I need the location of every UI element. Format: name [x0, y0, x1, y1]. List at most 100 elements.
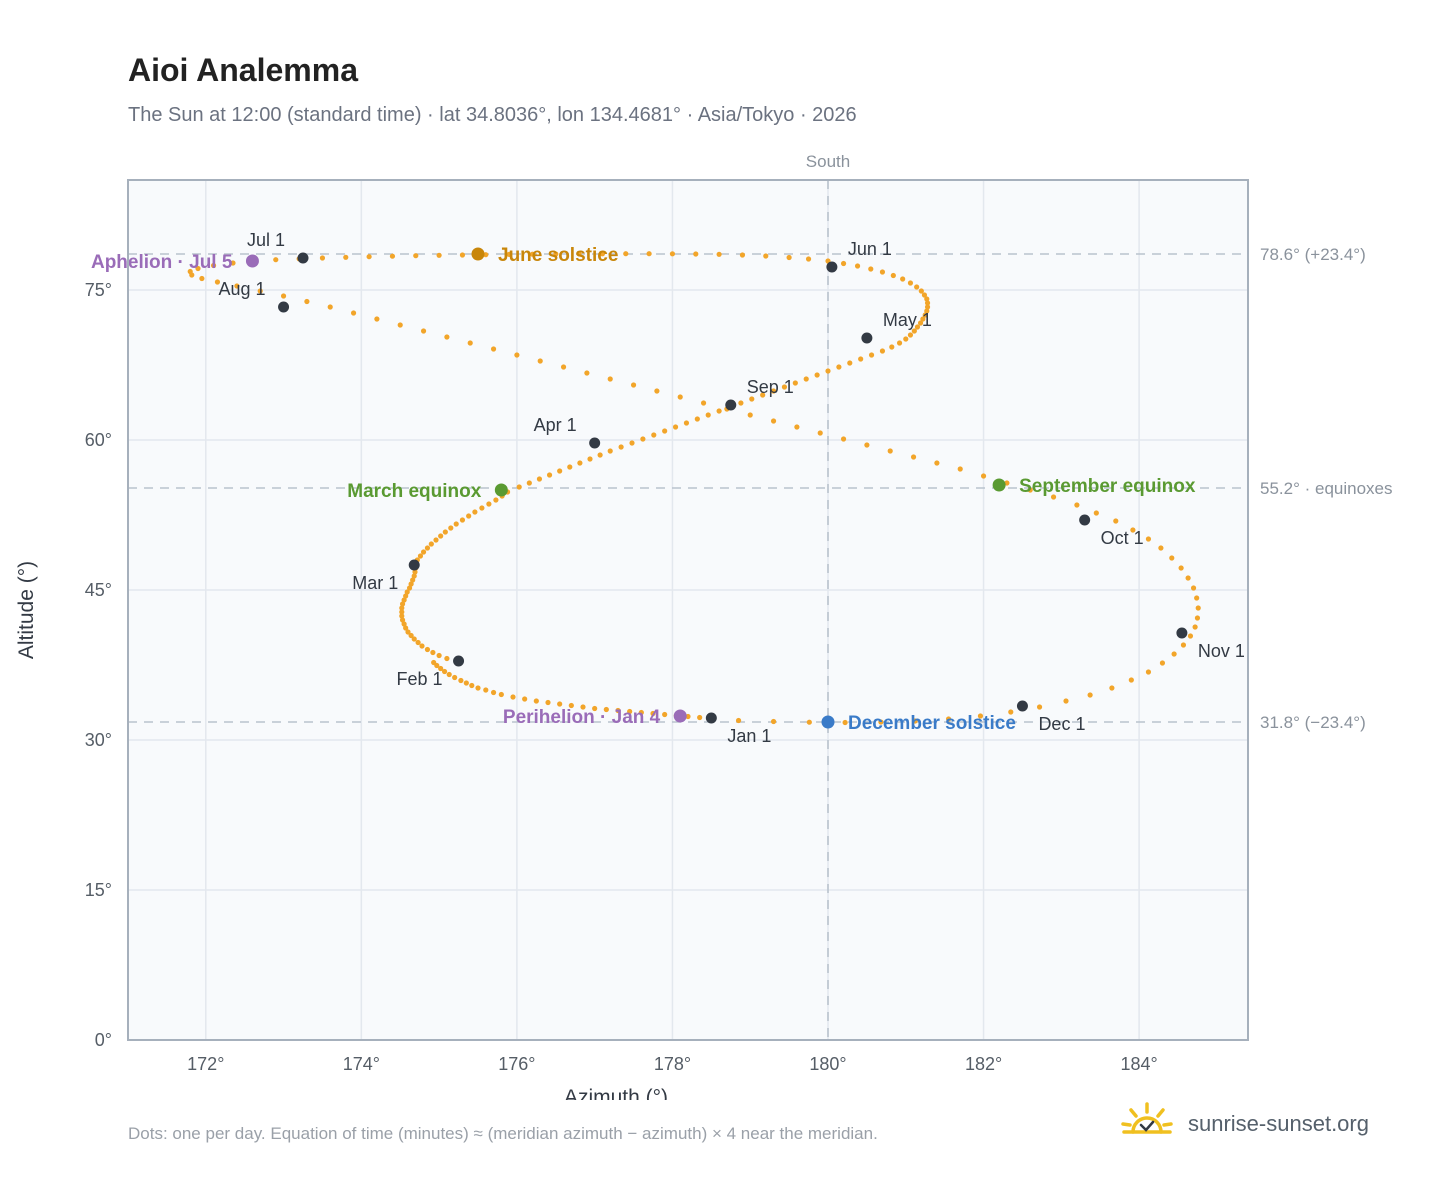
- daily-dot: [921, 292, 928, 298]
- daily-dot: [694, 416, 700, 422]
- month-marker: [705, 712, 717, 724]
- daily-dot: [803, 376, 809, 382]
- daily-dot: [463, 680, 469, 686]
- y-tick-label: 75°: [85, 280, 112, 300]
- daily-dot: [1074, 502, 1080, 508]
- daily-dot: [817, 430, 823, 436]
- daily-dot: [957, 466, 963, 472]
- daily-dot: [770, 718, 777, 725]
- daily-dot: [1178, 565, 1184, 571]
- daily-dot: [411, 636, 417, 642]
- daily-dot: [493, 497, 499, 503]
- daily-dot: [430, 649, 436, 656]
- daily-dot: [412, 569, 418, 575]
- daily-dot: [483, 252, 489, 258]
- daily-dot: [864, 442, 870, 448]
- plot-area: [128, 180, 1248, 1040]
- daily-dot: [417, 553, 424, 559]
- daily-dot: [1113, 518, 1119, 524]
- daily-dot: [189, 272, 195, 278]
- daily-dot: [650, 710, 656, 717]
- daily-dot: [618, 444, 624, 450]
- daily-dot: [1192, 624, 1198, 630]
- daily-dot: [1171, 651, 1177, 657]
- daily-dot: [234, 283, 240, 289]
- daily-dot: [747, 412, 753, 418]
- y-tick-label: 45°: [85, 580, 112, 600]
- daily-dot: [1027, 487, 1033, 493]
- reference-line-label: 55.2° · equinoxes: [1260, 479, 1393, 498]
- daily-dot: [896, 340, 903, 346]
- daily-dot: [420, 549, 427, 555]
- daily-dot: [627, 708, 633, 715]
- daily-dot: [1050, 494, 1057, 500]
- daily-dot: [1036, 704, 1043, 710]
- daily-dot: [424, 545, 431, 551]
- daily-dot: [433, 537, 439, 543]
- month-label: Nov 1: [1198, 641, 1245, 661]
- daily-dot: [907, 280, 914, 286]
- daily-dot: [214, 279, 221, 285]
- daily-dot: [453, 521, 459, 527]
- daily-dot: [858, 356, 864, 362]
- x-tick-label: 180°: [809, 1054, 846, 1074]
- daily-dot: [410, 577, 416, 583]
- event-label: September equinox: [1019, 476, 1196, 497]
- month-marker: [725, 399, 737, 411]
- x-axis-title: Azimuth (°): [564, 1086, 668, 1100]
- daily-dot: [350, 310, 357, 316]
- daily-dot: [683, 420, 690, 426]
- daily-dot: [304, 298, 310, 305]
- sun-logo-icon: [1121, 1102, 1173, 1134]
- daily-dot: [399, 617, 406, 623]
- daily-dot: [1158, 545, 1164, 551]
- daily-dot: [529, 251, 536, 257]
- daily-dot: [436, 652, 442, 659]
- chart-title: Aioi Analemma: [128, 52, 358, 88]
- daily-dot: [770, 388, 777, 394]
- daily-dot: [560, 364, 567, 370]
- event-marker: [494, 483, 508, 497]
- daily-dot: [805, 256, 812, 262]
- daily-dot: [792, 380, 798, 386]
- x-tick-label: 174°: [343, 1054, 380, 1074]
- daily-dot: [257, 288, 263, 294]
- daily-dot: [475, 685, 481, 691]
- daily-dot: [458, 677, 464, 684]
- daily-dot: [280, 293, 287, 299]
- daily-dot: [672, 424, 679, 430]
- daily-dot: [413, 253, 419, 259]
- daily-dot: [669, 251, 676, 257]
- daily-dot: [411, 573, 417, 579]
- daily-dot: [526, 480, 532, 486]
- daily-dot: [922, 312, 928, 318]
- daily-dot: [910, 454, 917, 460]
- daily-dot: [467, 340, 473, 346]
- daily-dot: [399, 601, 406, 607]
- daily-dot: [900, 276, 906, 282]
- daily-dot: [343, 254, 349, 260]
- daily-dot: [408, 581, 414, 587]
- daily-dot: [1194, 595, 1200, 601]
- daily-dot: [924, 300, 931, 306]
- event-marker: [673, 709, 687, 723]
- month-label: Jun 1: [848, 239, 892, 259]
- month-label: Feb 1: [397, 669, 443, 689]
- brand[interactable]: sunrise-sunset.org: [1120, 1100, 1390, 1144]
- x-tick-label: 182°: [965, 1054, 1002, 1074]
- daily-dot: [842, 719, 848, 726]
- daily-dot: [887, 448, 893, 454]
- daily-dot: [576, 251, 582, 257]
- daily-dot: [924, 304, 931, 310]
- daily-dot: [607, 376, 613, 382]
- daily-dot: [651, 432, 657, 438]
- daily-dot: [786, 254, 792, 261]
- daily-dot: [640, 436, 646, 442]
- x-tick-label: 172°: [187, 1054, 224, 1074]
- event-label: Aphelion · Jul 5: [91, 252, 233, 273]
- daily-dot: [498, 691, 504, 698]
- month-marker: [1176, 627, 1188, 639]
- daily-dot: [397, 322, 403, 328]
- daily-dot: [914, 324, 921, 330]
- daily-dot: [567, 464, 573, 470]
